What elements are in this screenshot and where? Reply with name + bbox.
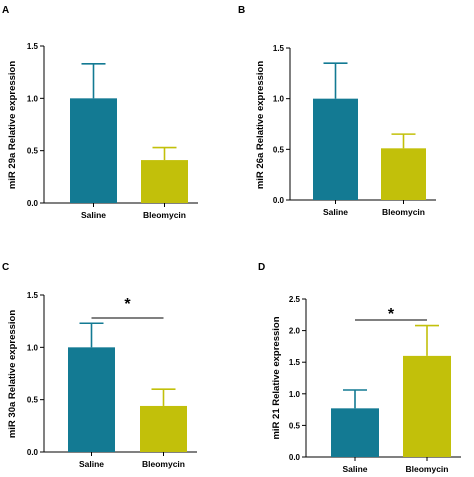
y-tick-label: 1.0 xyxy=(27,94,39,103)
bar-saline xyxy=(331,408,379,457)
y-tick-label: 0.5 xyxy=(273,145,285,154)
x-tick-label: Bleomycin xyxy=(406,464,449,474)
significance-marker: * xyxy=(124,296,131,313)
bar-saline xyxy=(68,347,115,452)
x-tick-label: Bleomycin xyxy=(143,210,186,220)
bar-bleomycin xyxy=(403,355,451,457)
y-tick-label: 0.5 xyxy=(289,421,301,430)
panel-letter: C xyxy=(2,262,9,273)
y-axis-label: miR 26a Relative expression xyxy=(255,61,266,190)
bar-saline xyxy=(70,98,117,203)
panel-letter: B xyxy=(238,5,245,16)
y-tick-label: 1.5 xyxy=(27,42,39,51)
x-tick-label: Saline xyxy=(323,207,348,217)
y-tick-label: 1.5 xyxy=(273,44,285,53)
y-tick-label: 0.5 xyxy=(27,396,39,405)
y-axis-label: miR 29a Relative expression xyxy=(7,61,18,190)
significance-marker: * xyxy=(388,306,395,323)
bar-saline xyxy=(313,98,358,200)
y-tick-label: 1.5 xyxy=(289,358,301,367)
x-tick-label: Saline xyxy=(342,464,367,474)
bar-bleomycin xyxy=(381,148,426,200)
y-tick-label: 1.0 xyxy=(289,390,301,399)
y-tick-label: 0.0 xyxy=(289,453,301,462)
y-tick-label: 1.0 xyxy=(273,95,285,104)
y-tick-label: 2.0 xyxy=(289,327,301,336)
y-tick-label: 2.5 xyxy=(289,295,301,304)
x-tick-label: Bleomycin xyxy=(142,459,185,469)
y-tick-label: 1.5 xyxy=(27,291,39,300)
y-tick-label: 0.0 xyxy=(273,196,285,205)
x-tick-label: Saline xyxy=(81,210,106,220)
x-tick-label: Saline xyxy=(79,459,104,469)
panel-letter: D xyxy=(258,262,265,273)
panel-letter: A xyxy=(2,5,9,16)
y-tick-label: 0.0 xyxy=(27,448,39,457)
bar-bleomycin xyxy=(140,405,187,452)
y-axis-label: miR 30a Relative expression xyxy=(7,310,18,439)
x-tick-label: Bleomycin xyxy=(382,207,425,217)
y-tick-label: 0.5 xyxy=(27,147,39,156)
y-tick-label: 0.0 xyxy=(27,199,39,208)
y-axis-label: miR 21 Relative expression xyxy=(271,316,282,439)
y-tick-label: 1.0 xyxy=(27,343,39,352)
bar-bleomycin xyxy=(141,160,188,203)
